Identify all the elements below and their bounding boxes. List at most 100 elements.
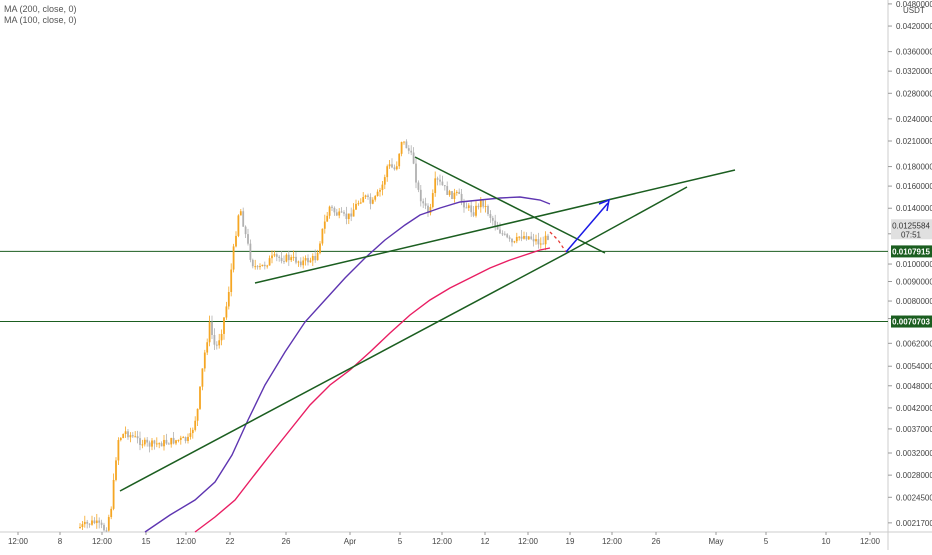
candle	[227, 292, 230, 307]
dashed-projection	[549, 231, 567, 253]
candle	[371, 199, 374, 204]
candle	[539, 243, 542, 245]
candle	[323, 221, 326, 229]
candle	[441, 181, 444, 186]
candle	[374, 196, 377, 200]
y-tick-label: 0.0100000	[896, 260, 932, 269]
candle	[393, 167, 396, 170]
candle	[381, 184, 384, 191]
candle	[400, 142, 403, 154]
candle	[532, 238, 535, 242]
candle	[335, 212, 338, 216]
candle	[491, 217, 494, 221]
trendline-lower-support-ext	[566, 186, 688, 254]
candle	[208, 321, 211, 343]
candle	[544, 235, 547, 245]
candle	[129, 435, 132, 438]
candle	[331, 206, 333, 208]
candle	[302, 260, 305, 266]
candle	[141, 444, 144, 446]
candle	[364, 195, 367, 198]
candle	[501, 233, 504, 235]
legend-ma200[interactable]: MA (200, close, 0)	[4, 4, 77, 14]
candle	[117, 440, 120, 461]
x-tick-label: May	[708, 537, 723, 546]
candle	[155, 443, 158, 445]
candle	[451, 191, 453, 199]
indicator-legend: MA (200, close, 0) MA (100, close, 0)	[4, 4, 77, 26]
candle	[379, 190, 381, 192]
candle	[431, 193, 434, 208]
candle	[530, 236, 533, 239]
candle	[355, 203, 357, 210]
candle	[112, 479, 115, 509]
candle	[122, 434, 125, 439]
candle	[160, 443, 163, 447]
candle	[446, 186, 449, 195]
candle	[119, 438, 122, 441]
candle	[398, 153, 401, 167]
projection-arrowhead	[598, 198, 610, 212]
y-tick-label: 0.0360000	[896, 48, 932, 57]
candle	[275, 254, 278, 257]
y-tick-label: 0.0160000	[896, 182, 932, 191]
candle	[259, 266, 261, 268]
candle	[249, 243, 252, 260]
candle	[175, 440, 177, 444]
candle	[148, 442, 151, 447]
candle	[81, 524, 84, 528]
current-price-label: 0.0125584	[892, 221, 930, 230]
candle	[494, 220, 497, 227]
candle	[436, 178, 439, 180]
candle	[309, 260, 312, 263]
candle	[285, 254, 288, 262]
current-price-countdown: 07:51	[901, 230, 922, 239]
y-tick-label: 0.0320000	[896, 67, 932, 76]
candle	[352, 209, 355, 217]
candle	[131, 435, 134, 437]
x-tick-label: 12	[481, 537, 490, 546]
y-tick-label: 0.0140000	[896, 204, 932, 213]
candle	[376, 191, 379, 197]
candle	[182, 437, 185, 439]
x-tick-label: 26	[282, 537, 291, 546]
candle	[223, 317, 225, 334]
candle	[287, 254, 290, 261]
candle	[242, 211, 245, 227]
candle	[427, 205, 429, 214]
candle	[455, 191, 458, 193]
ma100-line	[144, 196, 551, 533]
legend-ma100[interactable]: MA (100, close, 0)	[4, 15, 77, 25]
candle	[115, 460, 117, 480]
candle	[506, 234, 509, 238]
candle	[247, 234, 249, 244]
candle	[359, 202, 362, 204]
candle	[383, 177, 386, 185]
x-tick-label: 5	[398, 537, 403, 546]
candle	[254, 266, 257, 268]
candle	[127, 431, 129, 438]
candle	[237, 215, 240, 236]
candle	[422, 201, 425, 204]
candle	[316, 252, 319, 261]
candle	[266, 265, 269, 267]
candle	[319, 243, 321, 253]
y-tick-label: 0.0042000	[896, 404, 932, 413]
candle	[201, 368, 204, 387]
candle	[439, 179, 441, 182]
candle	[470, 205, 473, 213]
y-tick-label: 0.0054000	[896, 362, 932, 371]
candle	[203, 352, 206, 369]
y-axis-unit: USDT	[903, 6, 925, 15]
candle	[328, 206, 331, 216]
candle	[419, 189, 422, 202]
candle	[151, 440, 153, 447]
candle	[547, 235, 549, 240]
candle	[311, 255, 314, 261]
candle	[321, 228, 324, 244]
candle	[194, 420, 197, 430]
candle	[537, 239, 540, 245]
candle	[443, 185, 446, 187]
